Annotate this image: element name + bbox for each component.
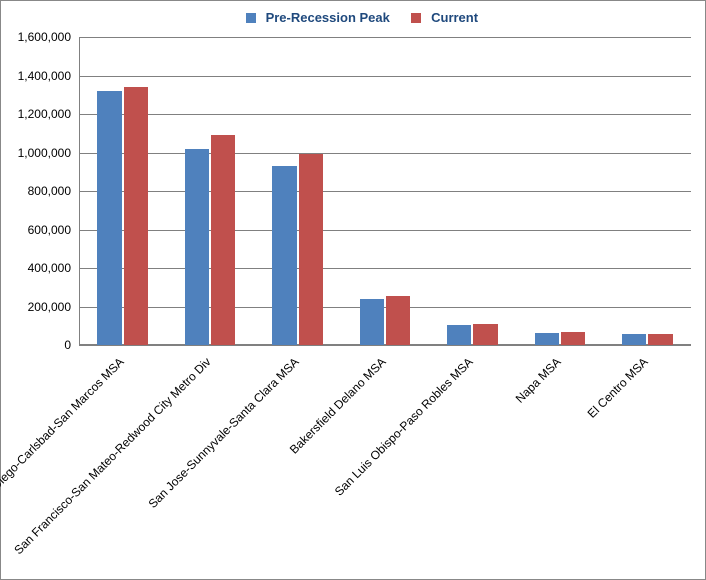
bar-current	[124, 87, 148, 345]
gridline	[79, 230, 691, 231]
y-axis	[79, 37, 80, 345]
legend-label-pre-recession: Pre-Recession Peak	[266, 10, 390, 25]
gridline	[79, 191, 691, 192]
chart-legend: Pre-Recession Peak Current	[1, 9, 705, 25]
bar-pre-recession	[622, 334, 646, 345]
bar-current	[299, 154, 323, 345]
legend-label-current: Current	[431, 10, 478, 25]
bar-pre-recession	[272, 166, 296, 345]
y-tick-label: 400,000	[28, 261, 71, 275]
bar-current	[561, 332, 585, 345]
gridline	[79, 268, 691, 269]
bar-pre-recession	[360, 299, 384, 345]
bar-pre-recession	[447, 325, 471, 345]
y-tick-label: 600,000	[28, 223, 71, 237]
y-tick-label: 1,400,000	[18, 69, 71, 83]
y-tick-label: 0	[64, 338, 71, 352]
y-tick-label: 800,000	[28, 184, 71, 198]
bar-pre-recession	[97, 91, 121, 345]
bar-current	[386, 296, 410, 345]
gridline	[79, 114, 691, 115]
bar-current	[473, 324, 497, 345]
plot-area: 0200,000400,000600,000800,0001,000,0001,…	[79, 37, 691, 345]
gridline	[79, 307, 691, 308]
bar-pre-recession	[535, 333, 559, 346]
gridline	[79, 345, 691, 346]
y-tick-label: 1,600,000	[18, 30, 71, 44]
x-axis	[79, 344, 691, 345]
legend-swatch-current	[411, 13, 421, 23]
bar-pre-recession	[185, 149, 209, 345]
gridline	[79, 76, 691, 77]
y-tick-label: 200,000	[28, 300, 71, 314]
y-tick-label: 1,000,000	[18, 146, 71, 160]
gridline	[79, 37, 691, 38]
y-tick-label: 1,200,000	[18, 107, 71, 121]
gridline	[79, 153, 691, 154]
bar-current	[211, 135, 235, 345]
bar-current	[648, 334, 672, 345]
legend-swatch-pre-recession	[246, 13, 256, 23]
employment-msa-bar-chart: Pre-Recession Peak Current 0200,000400,0…	[0, 0, 706, 580]
